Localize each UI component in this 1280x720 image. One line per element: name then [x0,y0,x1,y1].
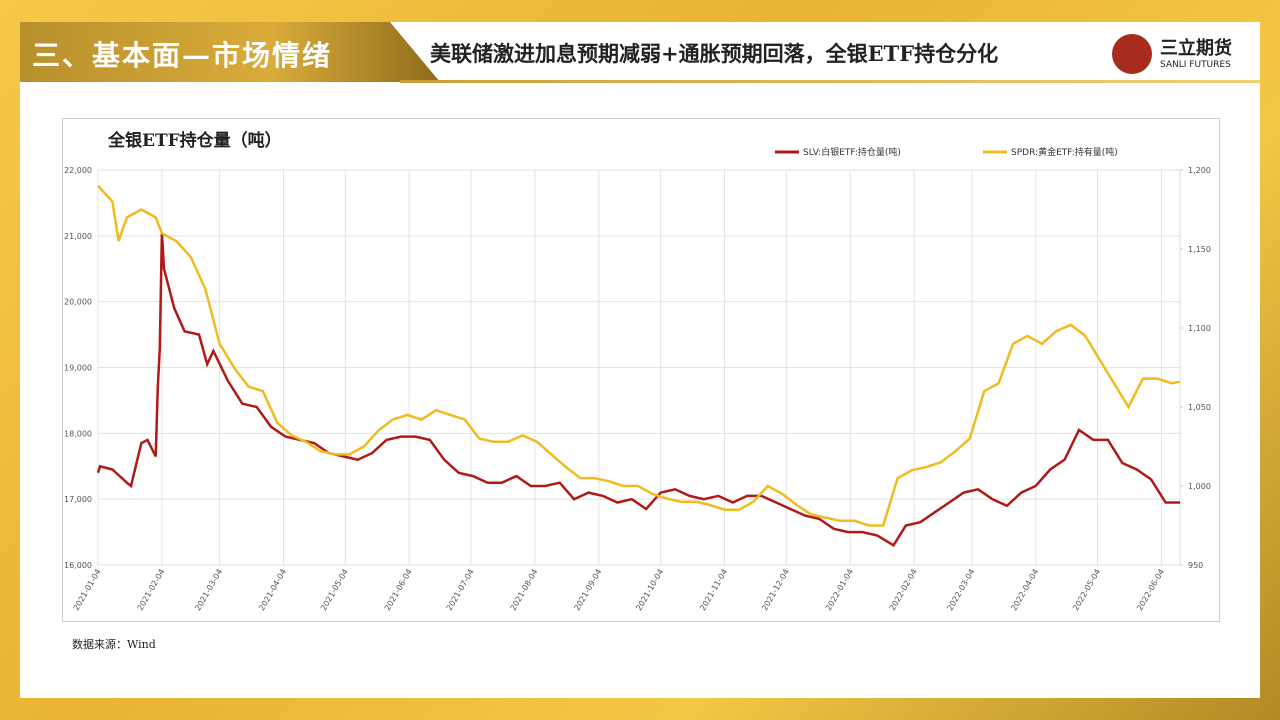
y2-tick-label: 1,200 [1188,166,1211,175]
x-tick-label: 2022-04-04 [1009,568,1040,613]
series-line [96,232,1180,548]
chart-title: 全银ETF持仓量（吨） [107,130,282,151]
x-tick-label: 2022-02-04 [888,568,919,613]
logo-name: 三立期货 [1160,38,1232,59]
y-tick-label: 22,000 [64,166,92,175]
x-tick-label: 2021-01-04 [72,568,103,613]
y2-tick-label: 950 [1188,561,1203,570]
header-rule [400,80,1260,83]
x-tick-label: 2022-05-04 [1071,568,1102,613]
logo-subname: SANLI FUTURES [1160,60,1231,70]
x-tick-label: 2021-11-04 [698,568,729,613]
x-tick-label: 2021-05-04 [319,568,350,613]
y-tick-label: 21,000 [64,232,92,241]
slide: 三、基本面—市场情绪 美联储激进加息预期减弱+通胀预期回落，全银ETF持仓分化 … [20,22,1260,698]
y2-tick-label: 1,100 [1188,324,1211,333]
legend-label: SLV:白银ETF:持仓量(吨) [803,146,901,158]
x-tick-label: 2021-10-04 [634,568,665,613]
section-title: 三、基本面—市场情绪 [32,39,333,72]
y-tick-label: 18,000 [64,429,92,438]
headline: 美联储激进加息预期减弱+通胀预期回落，全银ETF持仓分化 [430,41,999,66]
y-tick-label: 17,000 [64,495,92,504]
x-tick-label: 2021-03-04 [193,568,224,613]
x-tick-label: 2021-04-04 [257,568,288,613]
y2-tick-label: 1,150 [1188,245,1211,254]
x-tick-label: 2021-06-04 [383,568,414,613]
x-tick-label: 2021-08-04 [509,568,540,613]
source-note: 数据来源：Wind [72,638,156,651]
x-tick-label: 2022-01-04 [824,568,855,613]
section-bar: 三、基本面—市场情绪 [20,22,440,82]
y-tick-label: 16,000 [64,561,92,570]
x-tick-label: 2021-12-04 [760,568,791,613]
chart-frame [62,118,1220,622]
y2-tick-label: 1,050 [1188,403,1211,412]
x-tick-label: 2021-09-04 [572,568,603,613]
y-tick-label: 19,000 [64,364,92,373]
y2-tick-label: 1,000 [1188,482,1211,491]
x-tick-label: 2021-02-04 [136,568,167,613]
series-line [97,184,1181,527]
logo-mark [1112,34,1152,74]
logo: 三立期货 SANLI FUTURES [1112,30,1252,78]
x-tick-label: 2021-07-04 [445,568,476,613]
y-tick-label: 20,000 [64,298,92,307]
legend-label: SPDR:黄金ETF:持有量(吨) [1011,146,1118,158]
x-tick-label: 2022-06-04 [1135,568,1166,613]
x-tick-label: 2022-03-04 [946,568,977,613]
